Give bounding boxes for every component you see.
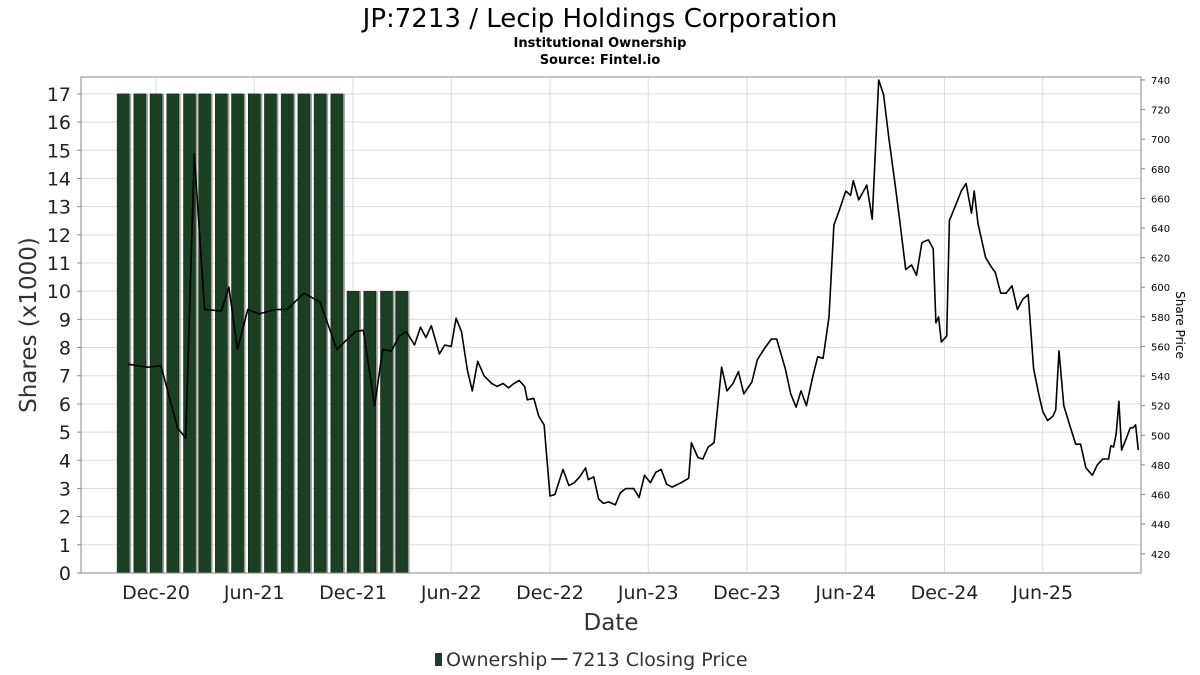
y-tick-label: 12 <box>47 225 71 247</box>
y-tick-label: 17 <box>47 84 71 106</box>
ownership-bar <box>166 93 180 574</box>
x-tick-label: Dec-23 <box>713 582 781 604</box>
ownership-bar <box>264 93 277 574</box>
legend-ownership-label: Ownership <box>446 649 547 671</box>
y-tick-label: 13 <box>47 197 71 219</box>
ownership-bar <box>247 93 261 574</box>
y-axis-label: Shares (x1000) <box>16 237 42 413</box>
y-tick-label: 9 <box>59 309 71 331</box>
y-tick-label: 10 <box>47 281 71 303</box>
x-axis-ticks: Dec-20 Jun-21 Dec-21 Jun-22 Dec-22 Jun-23 Dec-… <box>122 582 1073 604</box>
price-line <box>127 79 1140 506</box>
ownership-bar <box>149 93 163 574</box>
y-tick-label: 5 <box>59 422 71 444</box>
y2-tick-label: 420 <box>1151 550 1170 561</box>
ownership-bar <box>395 290 408 574</box>
y2-tick-label: 720 <box>1151 106 1170 117</box>
y2-tick-label: 480 <box>1151 461 1170 472</box>
ownership-bar <box>133 93 147 574</box>
y2-tick-label: 620 <box>1151 254 1170 265</box>
y2-tick-label: 700 <box>1151 135 1170 146</box>
y2-tick-label: 580 <box>1151 313 1170 324</box>
y-tick-label: 1 <box>59 535 71 557</box>
x-tick-label: Jun-24 <box>814 582 876 604</box>
y-tick-label: 16 <box>47 112 71 134</box>
chart-title: JP:7213 / Lecip Holdings Corporation <box>361 4 838 34</box>
x-tick-label: Dec-24 <box>911 582 979 604</box>
price-line-group <box>127 79 1140 506</box>
y2-tick-label: 740 <box>1151 76 1170 87</box>
y2-tick-label: 680 <box>1151 165 1170 176</box>
x-tick-label: Jun-22 <box>420 582 482 604</box>
ownership-bar <box>116 93 130 574</box>
chart-subtitle: Institutional Ownership <box>514 36 687 51</box>
y-tick-label: 11 <box>47 253 71 275</box>
y2-tick-label: 440 <box>1151 520 1170 531</box>
y-tick-label: 4 <box>59 450 71 472</box>
y2-tick-label: 640 <box>1151 224 1170 235</box>
x-tick-label: Jun-21 <box>223 582 285 604</box>
legend-ownership-swatch <box>435 653 442 666</box>
ownership-bar <box>215 93 228 574</box>
y-tick-label: 0 <box>59 563 71 585</box>
y2-tick-label: 600 <box>1151 283 1170 294</box>
ownership-bar <box>297 93 311 574</box>
legend-price-label: 7213 Closing Price <box>571 649 747 671</box>
ownership-bar <box>280 93 294 574</box>
y-tick-label: 14 <box>47 168 71 190</box>
ownership-bar <box>380 290 393 574</box>
legend: Ownership 7213 Closing Price <box>435 649 748 671</box>
y2-tick-label: 500 <box>1151 431 1170 442</box>
x-axis-label: Date <box>584 610 639 636</box>
ownership-bar <box>198 93 211 574</box>
y2-axis-ticks: 420 440 460 480 500 520 540 560 580 600 620 640 660 6… <box>1141 76 1170 561</box>
y-tick-label: 8 <box>59 338 71 360</box>
y-tick-label: 2 <box>59 507 71 529</box>
y2-tick-label: 540 <box>1151 372 1170 383</box>
ownership-bar <box>330 93 344 574</box>
y-tick-label: 15 <box>47 140 71 162</box>
x-tick-label: Jun-23 <box>617 582 679 604</box>
y2-tick-label: 560 <box>1151 342 1170 353</box>
y2-tick-label: 460 <box>1151 491 1170 502</box>
ownership-bar <box>363 290 376 574</box>
y-tick-label: 6 <box>59 394 71 416</box>
x-tick-label: Dec-20 <box>122 582 190 604</box>
ownership-bar <box>313 93 327 574</box>
x-tick-label: Jun-25 <box>1011 582 1073 604</box>
y-tick-label: 3 <box>59 478 71 500</box>
x-tick-label: Dec-22 <box>516 582 584 604</box>
x-tick-label: Dec-21 <box>319 582 387 604</box>
chart-source: Source: Fintel.io <box>540 53 661 68</box>
ownership-bars <box>116 93 410 574</box>
y-tick-label: 7 <box>59 366 71 388</box>
plot-frame <box>80 76 1142 574</box>
y2-axis-label: Share Price <box>1173 291 1187 359</box>
y2-tick-label: 660 <box>1151 194 1170 205</box>
y2-tick-label: 520 <box>1151 402 1170 413</box>
